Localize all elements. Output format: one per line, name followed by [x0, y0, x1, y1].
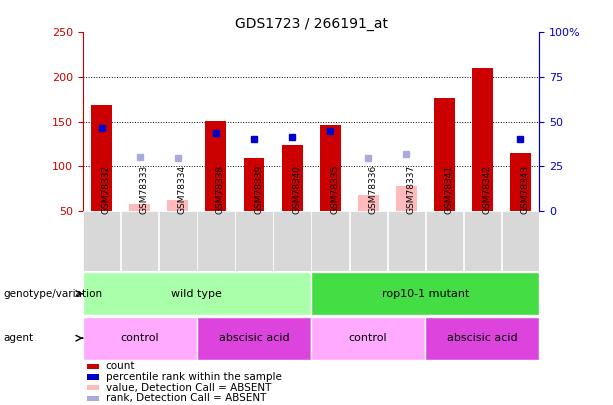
Text: GSM78333: GSM78333: [140, 164, 149, 214]
Bar: [396, 185, 417, 211]
Bar: [87, 364, 99, 369]
Bar: [281, 145, 303, 211]
Bar: [91, 105, 112, 211]
Bar: [358, 194, 379, 211]
Text: abscisic acid: abscisic acid: [447, 333, 517, 343]
Text: value, Detection Call = ABSENT: value, Detection Call = ABSENT: [105, 383, 271, 392]
Text: wild type: wild type: [172, 289, 223, 298]
Text: GSM78335: GSM78335: [330, 164, 339, 214]
Bar: [243, 158, 264, 211]
Bar: [273, 211, 311, 271]
Text: control: control: [121, 333, 159, 343]
Text: GSM78343: GSM78343: [520, 164, 530, 214]
Bar: [311, 211, 349, 271]
Bar: [121, 211, 159, 271]
Bar: [205, 122, 226, 211]
Text: genotype/variation: genotype/variation: [3, 289, 102, 298]
Text: GSM78334: GSM78334: [178, 164, 187, 214]
Text: GSM78339: GSM78339: [254, 164, 263, 214]
Text: control: control: [349, 333, 387, 343]
Bar: [510, 153, 531, 211]
Bar: [425, 211, 463, 271]
Bar: [159, 211, 197, 271]
Text: percentile rank within the sample: percentile rank within the sample: [105, 372, 281, 382]
Bar: [311, 317, 425, 360]
Bar: [349, 211, 387, 271]
Bar: [502, 211, 539, 271]
Text: GSM78336: GSM78336: [368, 164, 377, 214]
Bar: [463, 211, 501, 271]
Text: GSM78337: GSM78337: [406, 164, 415, 214]
Bar: [87, 385, 99, 390]
Text: rop10-1 mutant: rop10-1 mutant: [381, 289, 469, 298]
Bar: [129, 205, 150, 211]
Text: count: count: [105, 361, 135, 371]
Text: GSM78342: GSM78342: [482, 165, 492, 214]
Bar: [87, 374, 99, 379]
Text: rank, Detection Call = ABSENT: rank, Detection Call = ABSENT: [105, 393, 266, 403]
Bar: [197, 211, 235, 271]
Text: abscisic acid: abscisic acid: [219, 333, 289, 343]
Text: GSM78341: GSM78341: [444, 164, 453, 214]
Bar: [472, 68, 493, 211]
Bar: [434, 98, 455, 211]
Bar: [235, 211, 273, 271]
Text: GSM78332: GSM78332: [102, 164, 111, 214]
Text: agent: agent: [3, 333, 33, 343]
Bar: [197, 317, 311, 360]
Bar: [83, 211, 120, 271]
Bar: [83, 317, 197, 360]
Bar: [319, 125, 341, 211]
Bar: [87, 396, 99, 401]
Text: GSM78340: GSM78340: [292, 164, 301, 214]
Title: GDS1723 / 266191_at: GDS1723 / 266191_at: [235, 17, 387, 31]
Bar: [167, 200, 188, 211]
Bar: [425, 317, 539, 360]
Text: GSM78338: GSM78338: [216, 164, 225, 214]
Bar: [387, 211, 425, 271]
Bar: [311, 272, 539, 315]
Bar: [83, 272, 311, 315]
